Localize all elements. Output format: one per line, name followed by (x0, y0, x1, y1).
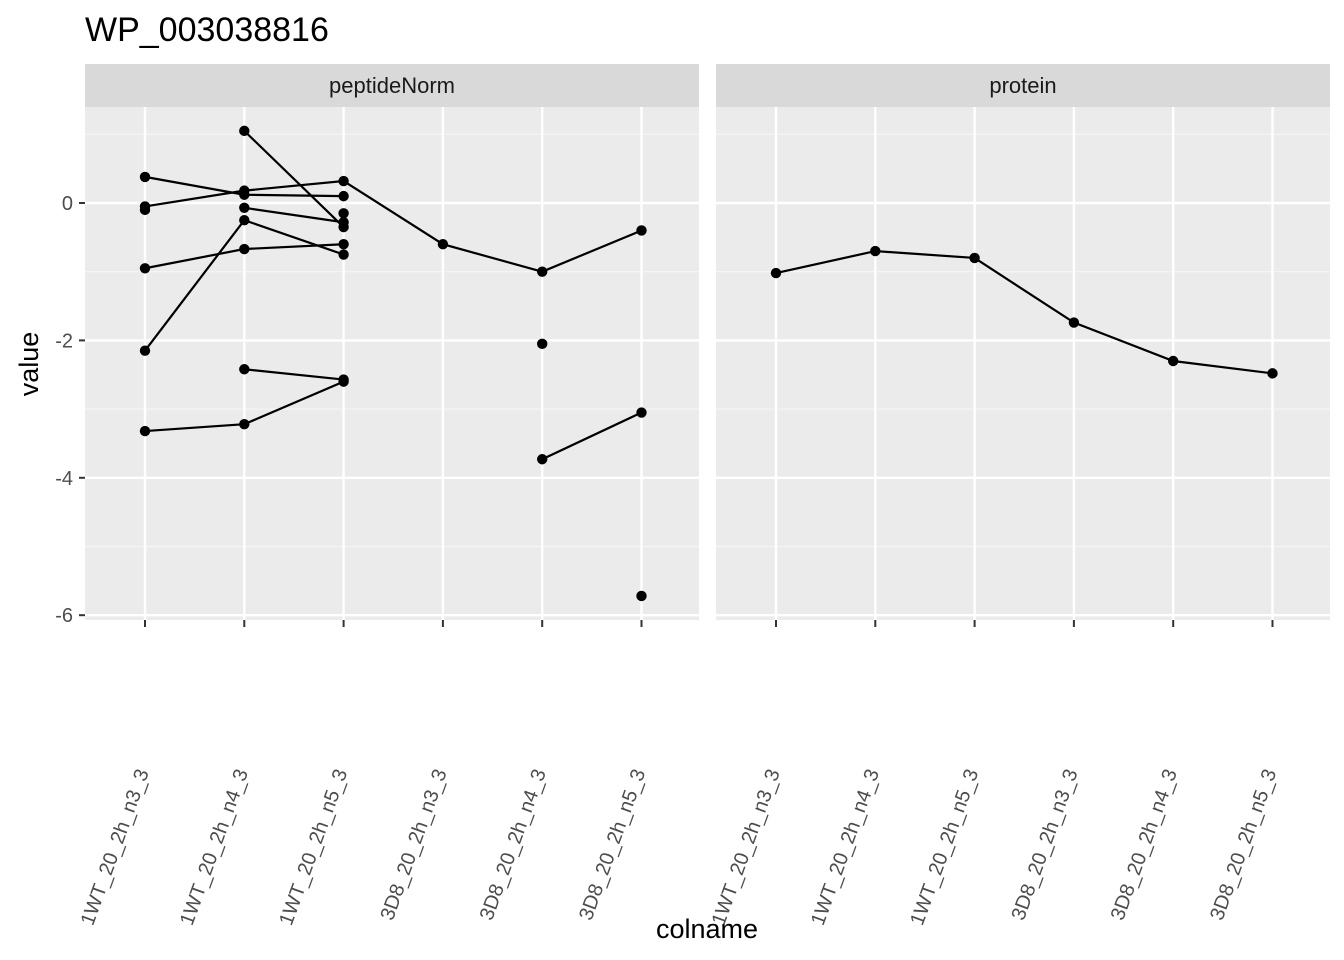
x-tick-label: 1WT_20_2h_n5_3 (906, 766, 983, 928)
facet-strip (85, 64, 699, 107)
data-point (338, 249, 349, 260)
series-line (244, 368, 344, 381)
data-point (338, 208, 349, 219)
series-line (144, 179, 642, 273)
data-point (239, 202, 250, 214)
data-point (1168, 355, 1179, 367)
series-line (775, 249, 1273, 375)
facet-strip (716, 64, 1330, 107)
data-point (239, 214, 250, 226)
x-axis-title: colname (656, 914, 758, 944)
data-point (537, 338, 548, 350)
data-point (139, 425, 151, 437)
x-tick-label: 1WT_20_2h_n3_3 (77, 766, 154, 928)
data-point (239, 189, 250, 200)
panels: 0 -2 -4 -6 peptideNorm 1WT_20_2h_n3_3 1WT_20_2… (55, 64, 1330, 928)
data-point (537, 454, 548, 465)
x-tick-label: 1WT_20_2h_n4_3 (807, 766, 884, 928)
data-point (239, 364, 250, 375)
y-tick-label: -6 (55, 605, 73, 627)
x-tick-label: 3D8_20_2h_n5_3 (575, 766, 650, 923)
y-axis-title: value (14, 332, 44, 397)
x-tick-label: 1WT_20_2h_n4_3 (176, 766, 253, 928)
facet-strip-label: peptideNorm (329, 73, 455, 98)
data-point (636, 225, 647, 236)
data-point (338, 190, 349, 202)
data-point (537, 266, 548, 277)
panel-peptideNorm: peptideNorm 1WT_20_2h_n3_3 1WT_20_2h_n4_3 1… (77, 64, 699, 928)
x-tick-label: 3D8_20_2h_n5_3 (1206, 766, 1281, 923)
data-point (239, 419, 250, 430)
data-point (969, 252, 980, 264)
data-point (338, 175, 349, 187)
data-point (870, 245, 881, 257)
x-tick-label: 3D8_20_2h_n4_3 (1107, 766, 1182, 923)
data-point (1068, 317, 1080, 328)
data-point (239, 243, 250, 255)
data-point (139, 345, 151, 356)
x-tick-label: 1WT_20_2h_n3_3 (708, 766, 785, 928)
panel-background (716, 107, 1330, 620)
data-point (139, 171, 151, 183)
y-tick-label: 0 (62, 193, 73, 215)
x-tick-label: 3D8_20_2h_n3_3 (1008, 766, 1083, 923)
series-line (541, 411, 642, 461)
x-tick-label: 3D8_20_2h_n4_3 (476, 766, 551, 923)
series-line (244, 206, 344, 224)
chart-title: WP_003038816 (85, 11, 329, 49)
data-point (770, 267, 782, 279)
data-point (338, 376, 349, 387)
y-tick-label: -4 (55, 468, 73, 490)
y-tick-label: -2 (55, 330, 73, 352)
x-tick-label: 1WT_20_2h_n5_3 (275, 766, 352, 928)
x-tick-label: 3D8_20_2h_n3_3 (377, 766, 452, 923)
data-point (139, 263, 151, 274)
facet-strip-label: protein (989, 73, 1056, 98)
data-point (636, 407, 647, 418)
data-point (636, 590, 647, 602)
data-point (338, 221, 349, 233)
panel-background (85, 107, 699, 620)
data-point (338, 239, 349, 250)
panel-protein: protein 1WT_20_2h_n3_3 1WT_20_2h_n4_3 1WT_2… (708, 64, 1330, 928)
data-point (139, 204, 151, 216)
data-point (437, 239, 449, 250)
series-line (243, 130, 345, 228)
data-point (239, 125, 250, 137)
data-point (1267, 368, 1278, 379)
